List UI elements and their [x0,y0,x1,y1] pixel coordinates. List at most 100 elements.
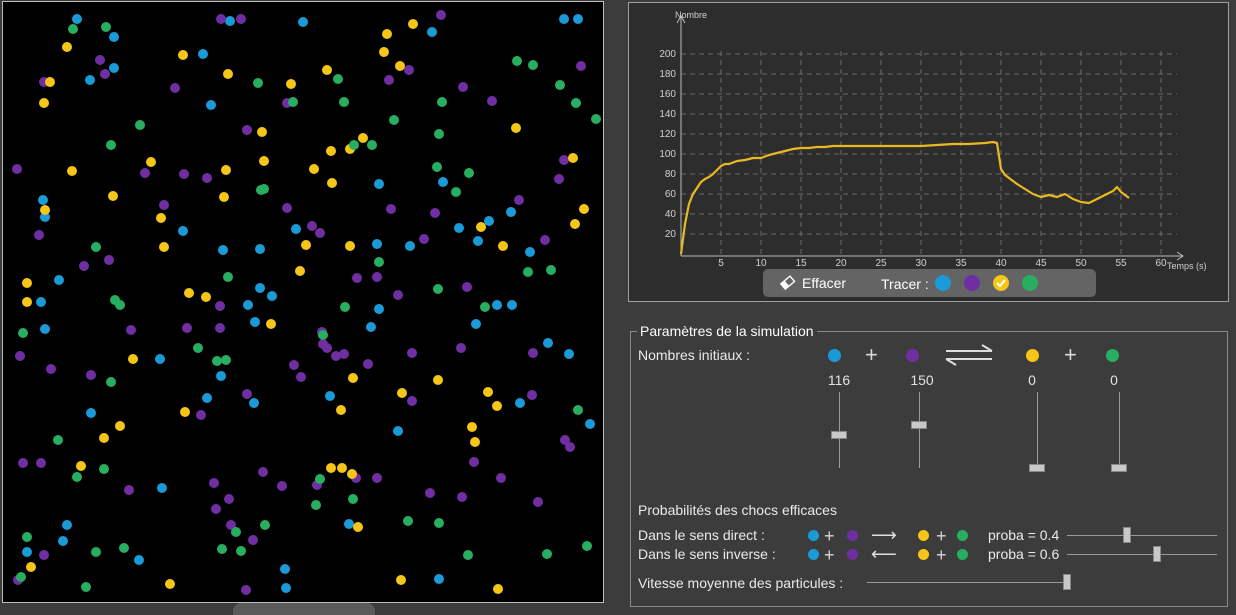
particle-blue [298,17,308,27]
particle-green [68,24,78,34]
particle-green [542,549,552,559]
particle-yellow [159,242,169,252]
particle-yellow [358,133,368,143]
x-tick-label: 45 [1035,258,1047,269]
particle-purple [196,410,206,420]
particle-blue [372,239,382,249]
particle-simulation-canvas[interactable] [2,1,604,603]
particle-purple [224,494,234,504]
particle-purple [18,458,28,468]
particle-purple [393,290,403,300]
initial-slider-blue[interactable] [831,430,847,439]
particle-green [340,302,350,312]
initial-count-purple: 150 [910,372,934,388]
particle-green [115,300,125,310]
inverse-proba-slider[interactable] [1153,546,1161,562]
particle-green [367,140,377,150]
particle-yellow [115,421,125,431]
particle-green [256,185,266,195]
particle-purple [12,164,22,174]
initial-slider-yellow[interactable] [1029,464,1045,472]
y-tick-label: 100 [659,149,676,160]
blue-species-icon [808,549,819,560]
particle-purple [215,323,225,333]
particle-blue [40,324,50,334]
particle-yellow [295,266,305,276]
particle-blue [280,564,290,574]
particle-green [223,272,233,282]
plus-sign: + [1064,342,1077,367]
particle-blue [155,354,165,364]
particle-blue [454,223,464,233]
particle-blue [58,536,68,546]
particle-blue [85,75,95,85]
particle-purple [36,458,46,468]
y-tick-label: 40 [665,209,677,220]
particle-blue [434,574,444,584]
particle-blue [243,300,253,310]
particle-purple [79,261,89,271]
particle-yellow [26,562,36,572]
speed-slider[interactable] [1063,574,1071,590]
particle-purple [469,457,479,467]
blue-species-icon [808,530,819,541]
particle-purple [126,325,136,335]
particle-blue [506,207,516,217]
particle-blue [72,14,82,24]
particle-purple [363,359,373,369]
tracer-toggle-purple[interactable] [964,275,980,291]
particle-yellow [326,463,336,473]
particle-yellow [570,219,580,229]
direct-proba-track [1067,535,1217,536]
particle-blue [218,245,228,255]
clear-button[interactable]: Effacer [779,274,846,292]
purple-species-icon [847,530,858,541]
playback-controls-tab[interactable] [233,603,375,615]
tracer-toggle-blue[interactable] [935,275,951,291]
check-icon [996,279,1006,288]
particle-purple [331,351,341,361]
particle-green [18,328,28,338]
particle-blue [374,179,384,189]
x-tick-label: 25 [875,258,887,269]
y-tick-label: 120 [659,129,676,140]
particle-yellow [221,165,231,175]
particle-green [437,97,447,107]
tracer-toggle-green[interactable] [1022,275,1038,291]
particle-yellow [408,19,418,29]
particle-green [91,547,101,557]
particle-green [135,120,145,130]
particle-green [119,543,129,553]
tracer-toggle-yellow[interactable] [993,275,1009,291]
particle-green [231,527,241,537]
particle-yellow [62,42,72,52]
particle-green [260,520,270,530]
particle-green [348,494,358,504]
particle-blue [54,275,64,285]
particle-yellow [223,69,233,79]
initial-slider-green[interactable] [1111,464,1127,472]
particle-blue [255,244,265,254]
particle-green [463,550,473,560]
particle-purple [404,65,414,75]
particle-yellow [22,278,32,288]
particle-purple [419,234,429,244]
particle-green [339,97,349,107]
particle-green [217,544,227,554]
initial-slider-purple[interactable] [911,420,927,429]
direct-proba-slider[interactable] [1123,527,1131,543]
direct-sense-label: Dans le sens direct : [638,527,765,543]
particle-green [389,115,399,125]
particle-blue [405,241,415,251]
initial-counts-label: Nombres initiaux : [638,347,751,363]
particle-green [99,464,109,474]
plus-sign: + [824,545,835,565]
particle-blue [267,291,277,301]
particle-green [72,472,82,482]
particle-purple [565,442,575,452]
particle-purple [236,14,246,24]
particle-blue [134,555,144,565]
speed-label: Vitesse moyenne des particules : [638,575,844,591]
x-tick-label: 5 [718,258,724,269]
particle-green [433,284,443,294]
